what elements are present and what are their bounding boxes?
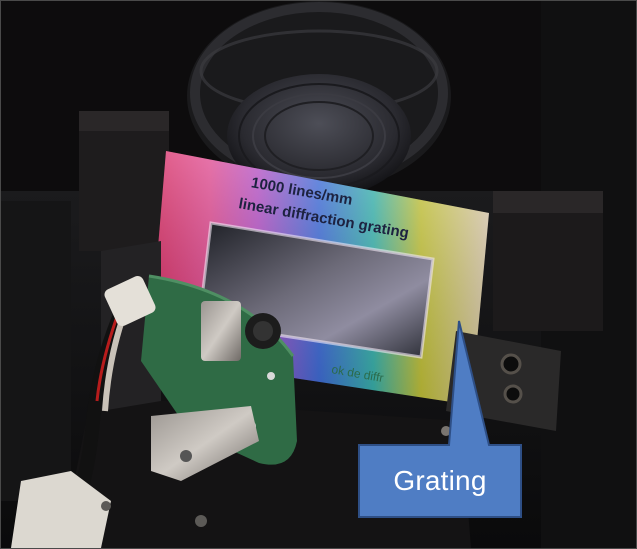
lens-barrel	[187, 1, 451, 198]
callout-label: Grating	[393, 465, 487, 496]
